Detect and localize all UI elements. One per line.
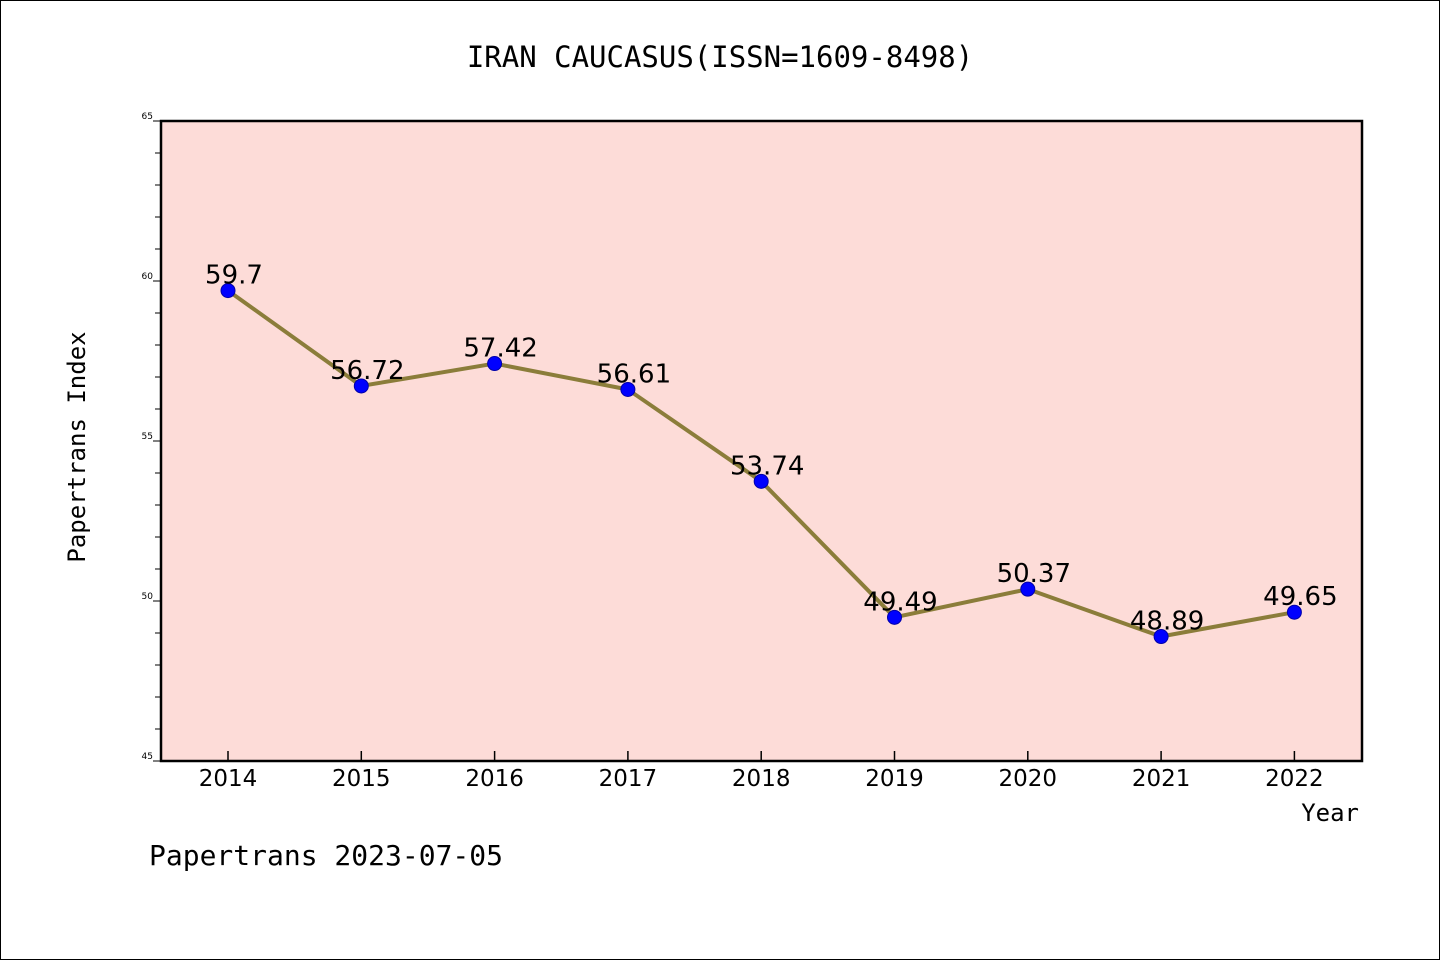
data-point-label: 56.61 xyxy=(597,359,671,389)
x-axis-title: Year xyxy=(1301,799,1359,827)
marker-group xyxy=(220,283,1302,645)
x-tick-label: 2015 xyxy=(332,766,391,792)
data-point-marker xyxy=(1153,629,1169,645)
x-tick-label: 2018 xyxy=(732,766,791,792)
x-tick-label: 2021 xyxy=(1132,766,1191,792)
footer-date-text: Papertrans 2023-07-05 xyxy=(149,839,503,872)
data-point-marker xyxy=(620,381,636,397)
data-point-label: 49.65 xyxy=(1263,582,1337,612)
plot-area xyxy=(159,119,1364,763)
data-point-marker xyxy=(487,356,503,372)
data-point-label: 53.74 xyxy=(730,451,804,481)
y-tick-label: 65 xyxy=(142,112,153,122)
data-point-label: 49.49 xyxy=(863,587,937,617)
data-point-label: 57.42 xyxy=(463,334,537,364)
x-tick-label: 2019 xyxy=(865,766,924,792)
data-point-label: 50.37 xyxy=(997,559,1071,589)
x-tick-label: 2020 xyxy=(999,766,1058,792)
y-tick-label: 60 xyxy=(142,272,154,282)
data-point-marker xyxy=(1020,581,1036,597)
data-point-label: 48.89 xyxy=(1130,607,1204,637)
data-label-group: 59.7 56.72 57.42 56.61 53.74 49.49 50.37 48.89 4… xyxy=(205,261,1338,637)
data-point-marker xyxy=(353,378,369,394)
y-tick-label: 55 xyxy=(142,432,153,442)
y-axis: 45 50 55 60 65 xyxy=(142,112,161,762)
x-axis: 2014 2015 2016 2017 2018 2019 2020 2021 2022 xyxy=(199,751,1324,792)
chart-title: IRAN CAUCASUS(ISSN=1609-8498) xyxy=(467,40,973,74)
data-point-marker xyxy=(753,473,769,489)
y-tick-label: 50 xyxy=(142,592,154,602)
x-tick-label: 2014 xyxy=(199,766,258,792)
data-point-label: 59.7 xyxy=(205,261,263,291)
data-point-marker xyxy=(1286,604,1302,620)
data-point-marker xyxy=(220,283,236,299)
y-axis-title: Papertrans Index xyxy=(63,331,91,562)
data-point-marker xyxy=(887,609,902,625)
y-tick-label: 45 xyxy=(142,752,153,762)
x-tick-label: 2017 xyxy=(599,766,658,792)
x-tick-label: 2016 xyxy=(465,766,524,792)
data-point-label: 56.72 xyxy=(330,356,404,386)
x-tick-label: 2022 xyxy=(1265,766,1324,792)
